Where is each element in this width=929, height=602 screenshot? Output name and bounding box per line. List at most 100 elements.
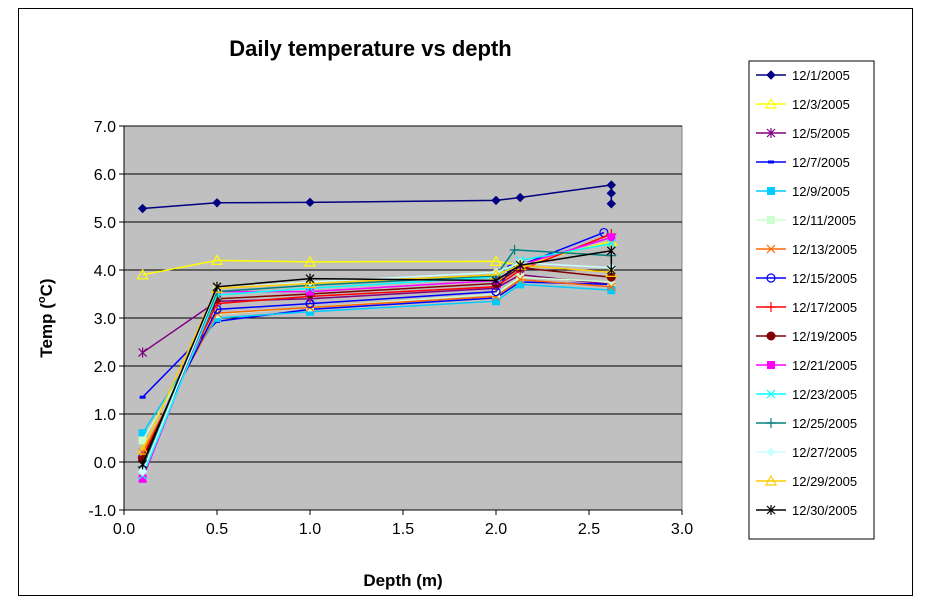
series-layer — [136, 180, 618, 483]
data-point — [515, 260, 525, 271]
chart-title: Daily temperature vs depth — [229, 36, 512, 61]
data-point — [607, 233, 616, 242]
x-tick-label: 3.0 — [671, 521, 693, 538]
y-axis-title-superscript: o — [36, 296, 48, 303]
legend-swatch-marker — [768, 160, 774, 164]
data-point — [210, 282, 224, 293]
data-point — [138, 436, 147, 445]
y-tick-label: -1.0 — [88, 503, 116, 520]
legend-swatch-marker — [767, 361, 775, 369]
y-tick-label: 3.0 — [94, 311, 116, 328]
series-line — [141, 278, 612, 453]
y-tick-label: 0.0 — [94, 455, 116, 472]
legend-label: 12/9/2005 — [792, 184, 850, 199]
legend-label: 12/3/2005 — [792, 97, 850, 112]
legend-swatch-marker — [767, 216, 775, 224]
legend-label: 12/29/2005 — [792, 474, 857, 489]
legend-item: 12/27/2005 — [756, 445, 857, 460]
legend-item: 12/13/2005 — [756, 242, 857, 257]
y-tick-label: 2.0 — [94, 359, 116, 376]
legend-label: 12/13/2005 — [792, 242, 857, 257]
data-point — [139, 395, 146, 399]
data-point — [606, 199, 617, 209]
x-axis-title: Depth (m) — [363, 571, 442, 590]
x-tick-label: 2.0 — [485, 521, 507, 538]
data-point — [303, 255, 317, 267]
legend-item: 12/19/2005 — [756, 329, 857, 344]
series-line — [141, 242, 612, 476]
y-axis-title-end: C) — [37, 278, 56, 296]
legend-item: 12/9/2005 — [756, 184, 850, 199]
data-point — [137, 466, 148, 477]
legend-swatch-marker — [766, 70, 776, 80]
legend-label: 12/11/2005 — [792, 213, 856, 228]
legend-label: 12/30/2005 — [792, 503, 857, 518]
legend-swatch-marker — [766, 302, 776, 312]
legend-item: 12/1/2005 — [756, 68, 850, 83]
data-point — [491, 195, 501, 206]
data-point — [305, 197, 315, 208]
legend-box — [748, 60, 875, 540]
x-tick-label: 0.5 — [206, 521, 228, 538]
data-point — [606, 265, 616, 275]
legend-label: 12/17/2005 — [792, 300, 857, 315]
data-point — [607, 286, 616, 295]
series-16 — [138, 245, 616, 470]
legend-item: 12/15/2005 — [756, 271, 857, 286]
y-axis-title: Temp (oC) — [36, 278, 56, 357]
data-point — [303, 277, 317, 289]
legend-swatch-marker — [766, 505, 776, 515]
data-point — [491, 275, 501, 286]
data-point — [509, 244, 520, 255]
axes: -1.00.01.02.03.04.05.06.07.00.0 0.5 1.0 1.5… — [88, 119, 693, 538]
x-tick-label: 2.5 — [578, 521, 600, 538]
data-point — [606, 282, 616, 292]
x-tick-label: 1.5 — [392, 521, 414, 538]
legend-swatch-marker — [764, 97, 778, 109]
legend-swatch-marker — [767, 187, 775, 195]
data-point — [137, 203, 148, 214]
y-tick-label: 5.0 — [94, 215, 116, 232]
data-point — [138, 347, 148, 358]
legend-item: 12/30/2005 — [756, 503, 857, 518]
legend-swatch-marker — [766, 331, 776, 341]
legend-item: 12/23/2005 — [756, 387, 857, 402]
legend-swatch-marker — [766, 273, 776, 283]
series-line — [141, 236, 612, 480]
legend-swatch-marker — [766, 447, 776, 457]
y-tick-label: 4.0 — [94, 263, 116, 280]
data-point — [606, 239, 616, 249]
data-point — [606, 188, 617, 198]
legend-label: 12/21/2005 — [792, 358, 857, 373]
legend-label: 12/27/2005 — [792, 445, 857, 460]
data-point — [138, 474, 147, 483]
legend-label: 12/15/2005 — [792, 271, 857, 286]
legend-label: 12/25/2005 — [792, 416, 857, 431]
legend-label: 12/5/2005 — [792, 126, 850, 141]
legend-swatch-marker — [764, 474, 778, 486]
legend-item: 12/21/2005 — [756, 358, 857, 373]
data-point — [515, 192, 525, 203]
data-point — [606, 245, 616, 256]
legend-item: 12/7/2005 — [756, 155, 850, 170]
data-point — [136, 268, 149, 280]
legend-label: 12/23/2005 — [792, 387, 857, 402]
y-axis-title-main: Temp ( — [37, 303, 56, 358]
legend-label: 12/19/2005 — [792, 329, 857, 344]
x-tick-label: 0.0 — [113, 521, 135, 538]
legend-swatch-marker — [766, 418, 776, 428]
legend-label: 12/1/2005 — [792, 68, 850, 83]
legend-item: 12/3/2005 — [756, 97, 850, 112]
data-point — [515, 275, 525, 285]
series-line — [142, 274, 612, 354]
y-tick-label: 6.0 — [94, 167, 116, 184]
x-tick-label: 1.0 — [299, 521, 321, 538]
legend-item: 12/25/2005 — [756, 416, 857, 431]
legend-label: 12/7/2005 — [792, 155, 850, 170]
data-point — [138, 459, 148, 470]
legend: 12/1/2005 12/3/2005 12/5/2005 12/7/2005 12/9… — [748, 60, 875, 540]
data-point — [305, 273, 315, 284]
legend-item: 12/11/2005 — [756, 213, 856, 228]
legend-item: 12/5/2005 — [756, 126, 850, 141]
